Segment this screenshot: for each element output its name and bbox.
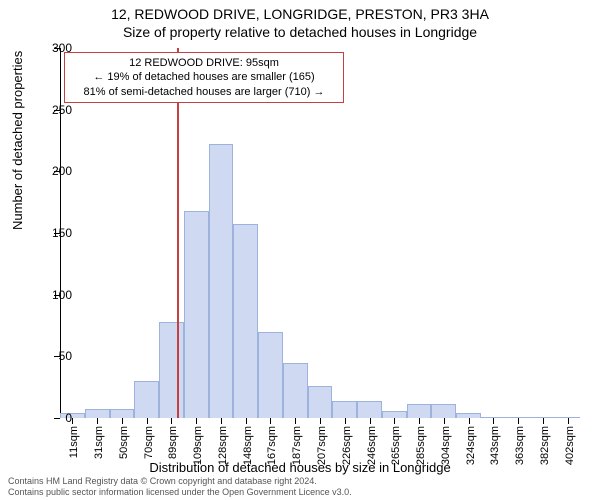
x-tick [419,418,420,424]
x-axis-label: Distribution of detached houses by size … [0,460,600,475]
plot-region: 11sqm31sqm50sqm70sqm89sqm109sqm128sqm148… [60,48,580,418]
y-tick-label: 200 [32,164,72,178]
x-tick [469,418,470,424]
x-tick [518,418,519,424]
x-tick [196,418,197,424]
x-tick [394,418,395,424]
y-tick-label: 100 [32,288,72,302]
x-tick [320,418,321,424]
histogram-bar [382,411,407,418]
footer-line2: Contains public sector information licen… [8,487,352,498]
histogram-bar [283,363,308,419]
y-tick-label: 150 [32,226,72,240]
y-axis-label: Number of detached properties [10,51,25,230]
y-tick-label: 0 [32,411,72,425]
histogram-bar [308,386,333,418]
property-marker-line [177,48,179,418]
histogram-bar [184,211,209,418]
x-tick [270,418,271,424]
x-tick [246,418,247,424]
histogram-bar [431,404,456,418]
x-tick [147,418,148,424]
chart-subtitle: Size of property relative to detached ho… [0,22,600,40]
y-tick-label: 250 [32,103,72,117]
histogram-bar [332,401,357,418]
x-tick-label: 11sqm [68,426,80,458]
x-tick-label: 89sqm [167,426,179,459]
histogram-bar [258,332,283,418]
x-tick [568,418,569,424]
x-tick-label: 31sqm [93,426,105,459]
x-tick [543,418,544,424]
x-tick [122,418,123,424]
histogram-bar [159,322,184,418]
annotation-line: 81% of semi-detached houses are larger (… [71,85,337,99]
x-tick [444,418,445,424]
attribution-footer: Contains HM Land Registry data © Crown c… [8,476,352,498]
y-tick-label: 50 [32,349,72,363]
x-tick [295,418,296,424]
annotation-line: 12 REDWOOD DRIVE: 95sqm [71,56,337,70]
x-tick [221,418,222,424]
chart-plot-area: 11sqm31sqm50sqm70sqm89sqm109sqm128sqm148… [60,48,580,418]
x-tick-label: 50sqm [118,426,130,459]
x-tick [370,418,371,424]
histogram-bar [85,409,110,418]
chart-title-address: 12, REDWOOD DRIVE, LONGRIDGE, PRESTON, P… [0,0,600,22]
annotation-callout: 12 REDWOOD DRIVE: 95sqm← 19% of detached… [64,52,344,103]
annotation-line: ← 19% of detached houses are smaller (16… [71,70,337,84]
histogram-bar [134,381,159,418]
x-tick-label: 70sqm [143,426,155,459]
x-tick [345,418,346,424]
y-tick-label: 300 [32,41,72,55]
x-tick [493,418,494,424]
footer-line1: Contains HM Land Registry data © Crown c… [8,476,352,487]
x-tick [72,418,73,424]
histogram-bar [407,404,432,418]
histogram-bar [209,144,234,418]
x-tick [171,418,172,424]
histogram-bar [233,224,258,418]
x-tick [97,418,98,424]
histogram-bar [110,409,135,418]
histogram-bar [357,401,382,418]
